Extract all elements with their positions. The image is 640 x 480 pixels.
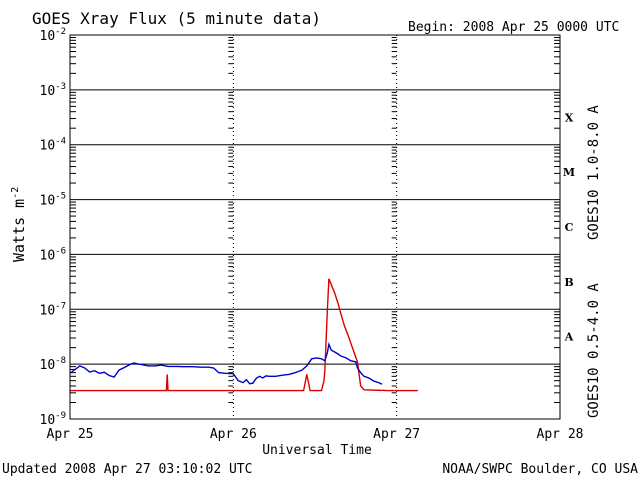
y-tick-base: 10	[40, 248, 56, 263]
x-tick-label: Apr 25	[47, 427, 94, 442]
y-axis-label: Watts m-2	[10, 187, 28, 262]
flare-class-x: X	[565, 111, 574, 124]
x-tick-labels: Apr 25 Apr 26 Apr 27 Apr 28	[47, 427, 584, 442]
y-tick-exponent: -8	[55, 356, 66, 366]
y-tick-label: 10-4	[40, 137, 67, 154]
flare-class-a: A	[564, 331, 574, 344]
y-tick-base: 10	[40, 413, 56, 428]
y-tick-exponent: -6	[55, 246, 66, 256]
flare-class-c: C	[565, 221, 574, 234]
x-tick-label: Apr 28	[537, 427, 584, 442]
y-tick-exponent: -5	[55, 192, 66, 202]
series-layer	[69, 278, 418, 392]
y-tick-exponent: -7	[55, 301, 66, 311]
flare-class-b: B	[564, 276, 573, 289]
x-axis-label: Universal Time	[262, 443, 372, 458]
y-tick-label: 10-8	[40, 356, 67, 373]
y-tick-exponent: -4	[55, 137, 66, 147]
y-tick-exponent: -9	[55, 411, 66, 421]
y-tick-base: 10	[40, 303, 56, 318]
begin-label: Begin: 2008 Apr 25 0000 UTC	[408, 20, 619, 35]
y-tick-exponent: -3	[55, 82, 66, 92]
series-line-short	[69, 341, 383, 385]
y-tick-label: 10-5	[40, 192, 67, 209]
grid-layer	[70, 35, 560, 419]
series-line-long	[70, 278, 418, 392]
legend-short-channel: GOES10 0.5-4.0 A	[586, 283, 602, 418]
flare-class-m: M	[563, 166, 575, 179]
y-tick-label: 10-3	[40, 82, 67, 99]
legend-long-channel: GOES10 1.0-8.0 A	[586, 105, 602, 240]
y-tick-label: 10-2	[40, 27, 67, 44]
y-tick-base: 10	[40, 84, 56, 99]
y-tick-base: 10	[40, 194, 56, 209]
y-tick-exponent: -2	[55, 27, 66, 37]
chart-title: GOES Xray Flux (5 minute data)	[32, 9, 321, 28]
y-tick-labels: 10-910-810-710-610-510-410-310-2	[40, 27, 67, 428]
y-tick-label: 10-7	[40, 301, 67, 318]
y-tick-base: 10	[40, 29, 56, 44]
y-tick-label: 10-9	[40, 411, 67, 428]
y-axis-label-text: Watts m	[10, 199, 28, 262]
plot-frame	[69, 34, 561, 420]
x-tick-label: Apr 26	[210, 427, 257, 442]
y-tick-base: 10	[40, 139, 56, 154]
source-label: NOAA/SWPC Boulder, CO USA	[442, 462, 638, 477]
updated-label: Updated 2008 Apr 27 03:10:02 UTC	[2, 462, 252, 477]
y-tick-label: 10-6	[40, 246, 67, 263]
y-tick-base: 10	[40, 358, 56, 373]
y-axis-label-exponent: -2	[10, 187, 21, 199]
x-tick-label: Apr 27	[373, 427, 420, 442]
flare-class-labels: A B C M X	[563, 111, 575, 343]
